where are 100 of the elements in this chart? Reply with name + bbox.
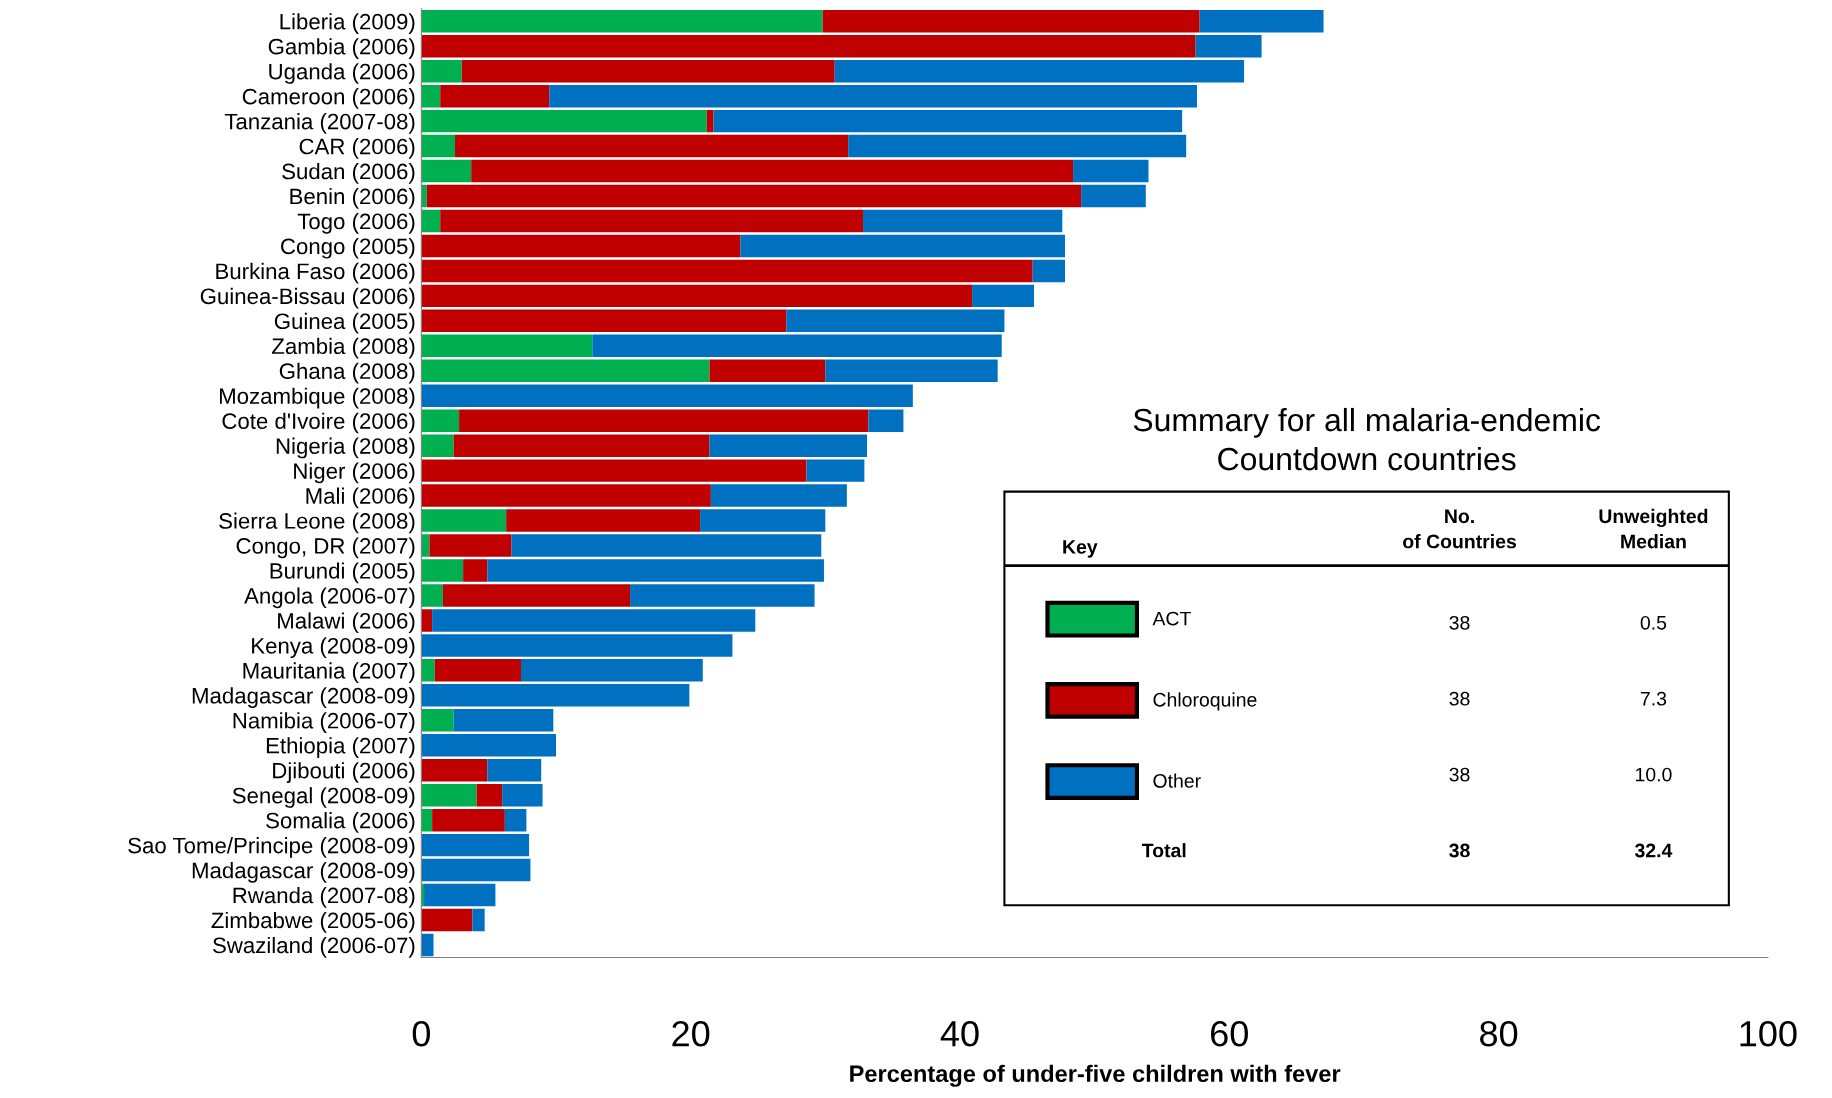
- x-tick-label: 60: [1211, 1020, 1248, 1047]
- x-tick-label: 20: [672, 1020, 710, 1047]
- bar: [421, 35, 1196, 58]
- y-tick-label: Zambia (2008): [272, 337, 415, 359]
- y-tick-label: Kenya (2008-09): [252, 637, 415, 659]
- annotation: 38: [1449, 843, 1470, 858]
- bar: [487, 559, 824, 582]
- bar: [421, 833, 530, 857]
- bar: [487, 758, 542, 782]
- y-tick-label: Djibouti (2006): [273, 762, 415, 783]
- y-tick-label: Mali (2006): [306, 487, 415, 509]
- bar: [848, 134, 1187, 158]
- bar: [459, 409, 869, 432]
- bar: [421, 334, 593, 358]
- bar: [421, 584, 443, 607]
- y-tick-label: Malawi (2006): [278, 612, 415, 634]
- bar: [972, 284, 1035, 308]
- bar: [421, 434, 454, 457]
- bar: [740, 234, 1065, 258]
- x-tick-label: 100: [1740, 1020, 1797, 1047]
- y-tick-label: Sierra Leone (2008): [219, 512, 415, 534]
- bar: [421, 484, 711, 507]
- bar: [421, 109, 707, 133]
- bar: [421, 734, 557, 757]
- bar: [421, 808, 433, 832]
- y-tick-label: Cote d'Ivoire (2006): [222, 412, 415, 434]
- y-tick-label: Niger (2006): [294, 462, 415, 484]
- bar: [421, 858, 531, 882]
- annotation: 7.3: [1640, 691, 1667, 706]
- y-tick-label: Ethiopia (2007): [266, 737, 415, 758]
- annotation: 38: [1449, 767, 1470, 782]
- bar: [592, 334, 1002, 358]
- bar: [426, 184, 1082, 208]
- bar: [461, 59, 835, 83]
- annotation: Total: [1141, 843, 1186, 858]
- bar: [421, 409, 460, 432]
- bar: [471, 159, 1074, 183]
- y-tick-label: Nigeria (2008): [276, 437, 415, 459]
- y-tick-label: Benin (2006): [290, 187, 415, 209]
- bar: [868, 409, 904, 432]
- bar: [1073, 159, 1149, 183]
- bar: [421, 284, 973, 308]
- bar: [429, 534, 512, 557]
- y-tick-label: Gambia (2006): [268, 38, 415, 59]
- x-axis-title: Percentage of under-five children with fever: [850, 1064, 1341, 1087]
- bar: [710, 484, 847, 507]
- y-tick-label: Guinea-Bissau (2006): [200, 287, 415, 309]
- bar: [453, 709, 554, 732]
- annotation: 38: [1449, 615, 1470, 630]
- bar: [421, 634, 733, 657]
- legend-label: ACT: [1152, 611, 1191, 626]
- bar: [455, 134, 849, 158]
- annotation: 32.4: [1634, 843, 1673, 858]
- bar: [453, 434, 710, 457]
- bar: [421, 234, 741, 258]
- bar: [421, 84, 441, 108]
- y-tick-label: Guinea (2005): [274, 312, 415, 334]
- x-tick-label: 40: [940, 1020, 979, 1047]
- annotation: 0.5: [1640, 615, 1667, 630]
- bar: [511, 534, 822, 557]
- bar: [863, 209, 1063, 233]
- bar: [549, 84, 1197, 108]
- bar: [440, 209, 864, 233]
- bar: [786, 309, 1005, 333]
- y-tick-label: Congo (2005): [281, 237, 415, 259]
- y-tick-label: Angola (2006-07): [244, 587, 415, 609]
- bar: [421, 609, 433, 632]
- legend-label: Chloroquine: [1153, 692, 1257, 711]
- bar: [421, 659, 435, 682]
- x-tick-label: 0: [412, 1020, 430, 1047]
- bar: [1199, 10, 1324, 33]
- bar: [834, 59, 1245, 83]
- bar: [476, 783, 503, 807]
- annotation: 10.0: [1635, 767, 1672, 782]
- annotation: No. of Countries: [1403, 509, 1516, 549]
- bar: [630, 584, 815, 607]
- bar: [421, 709, 454, 732]
- bar: [713, 109, 1183, 133]
- annotation: Key: [1063, 540, 1098, 558]
- bar: [1195, 35, 1262, 58]
- y-tick-label: Togo (2006): [297, 212, 415, 234]
- bar: [502, 783, 543, 807]
- y-tick-label: Swaziland (2006-07): [213, 936, 415, 958]
- y-tick-label: Tanzania (2007-08): [224, 113, 415, 134]
- bar: [421, 309, 787, 333]
- bar: [424, 883, 496, 907]
- bar: [504, 808, 527, 832]
- y-tick-label: Namibia (2006-07): [233, 712, 415, 733]
- bar: [432, 808, 505, 832]
- y-tick-label: Cameroon (2006): [242, 88, 415, 109]
- bar: [434, 659, 521, 682]
- bar: [421, 159, 472, 183]
- y-tick-label: Mauritania (2007): [243, 662, 415, 684]
- bar: [822, 10, 1200, 33]
- bar: [700, 509, 826, 532]
- bar: [421, 384, 913, 407]
- y-tick-label: Liberia (2009): [280, 13, 415, 34]
- y-tick-label: CAR (2006): [299, 138, 415, 159]
- bar: [1032, 259, 1065, 283]
- bar: [706, 109, 714, 133]
